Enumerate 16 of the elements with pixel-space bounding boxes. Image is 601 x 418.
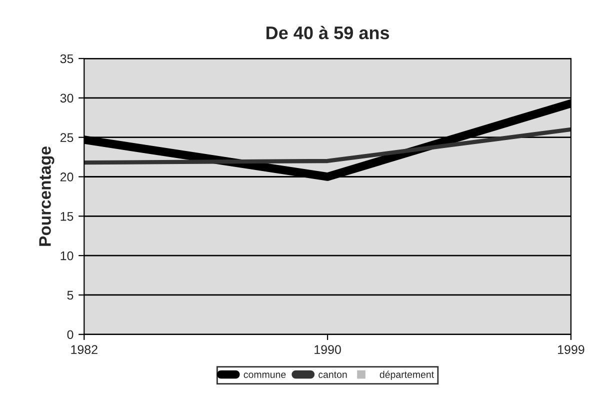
x-tick-label: 1999 [558, 345, 584, 354]
x-tick-label: 1990 [314, 345, 341, 354]
y-tick-label: 25 [60, 133, 74, 142]
legend-label: canton [318, 372, 347, 378]
y-tick-label: 35 [60, 54, 74, 64]
legend-label: commune [244, 372, 286, 378]
y-tick-label: 30 [60, 94, 74, 103]
y-axis-title: Pourcentage [39, 146, 54, 246]
y-tick-label: 10 [60, 251, 74, 260]
legend-label: département [380, 370, 434, 380]
y-tick-label: 0 [67, 330, 74, 340]
x-tick-label: 1982 [71, 345, 98, 354]
y-tick-label: 5 [67, 290, 74, 300]
y-tick-label: 20 [60, 172, 74, 182]
y-tick-label: 15 [60, 212, 74, 221]
chart-title: De 40 à 59 ans [266, 26, 390, 40]
